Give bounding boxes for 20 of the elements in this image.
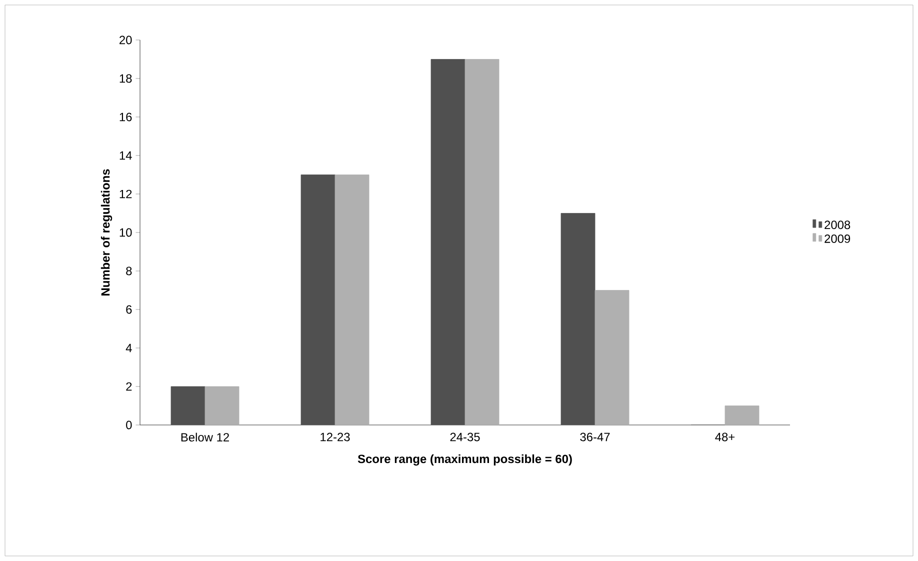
legend-label: 2008 — [824, 220, 850, 230]
y-tick-label: 12 — [120, 190, 132, 198]
y-tick-label: 20 — [120, 36, 132, 44]
y-tick-label: 16 — [120, 112, 132, 122]
y-tick-label: 2 — [126, 382, 132, 391]
y-tick-label: 8 — [126, 266, 132, 276]
x-tick-label: 24-35 — [450, 432, 480, 442]
y-tick-label: 4 — [126, 344, 132, 352]
x-tick-label: Below 12 — [181, 432, 229, 442]
y-tick-label: 6 — [126, 305, 132, 314]
y-tick-label: 18 — [120, 74, 132, 83]
x-axis-title: Score range (maximum possible = 60) — [358, 454, 572, 466]
y-tick-label: 14 — [120, 151, 132, 160]
x-tick-label: 36-47 — [580, 432, 610, 442]
y-tick-label: 0 — [126, 420, 132, 430]
y-axis-title: Number of regulations — [100, 169, 112, 296]
x-tick-label: 48+ — [715, 432, 735, 442]
y-tick-label: 10 — [120, 228, 132, 237]
x-tick-label: 12-23 — [320, 432, 350, 442]
legend-label: 2009 — [824, 234, 850, 243]
